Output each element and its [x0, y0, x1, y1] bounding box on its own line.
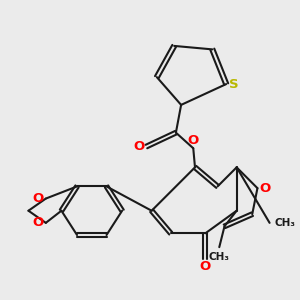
Text: O: O [133, 140, 144, 153]
Text: O: O [32, 192, 44, 205]
Text: S: S [229, 78, 239, 91]
Text: O: O [200, 260, 211, 273]
Text: O: O [188, 134, 199, 147]
Text: O: O [32, 216, 44, 230]
Text: CH₃: CH₃ [275, 218, 296, 228]
Text: O: O [260, 182, 271, 195]
Text: CH₃: CH₃ [209, 252, 230, 262]
